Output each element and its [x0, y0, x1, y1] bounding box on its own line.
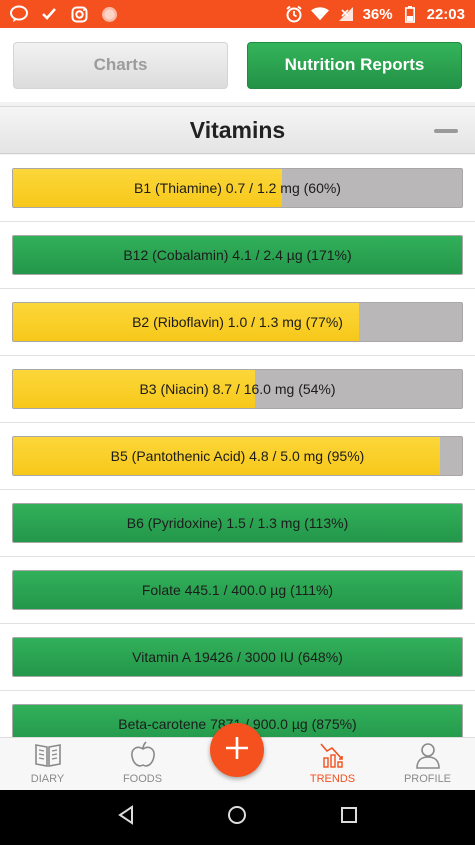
nutrient-progress-bar: B5 (Pantothenic Acid) 4.8 / 5.0 mg (95%) — [12, 436, 463, 476]
nutrient-row[interactable]: Folate 445.1 / 400.0 µg (111%) — [0, 557, 475, 624]
nutrient-list: B1 (Thiamine) 0.7 / 1.2 mg (60%) B12 (Cob… — [0, 155, 475, 737]
nav-foods[interactable]: FOODS — [95, 738, 190, 790]
nutrient-row[interactable]: B1 (Thiamine) 0.7 / 1.2 mg (60%) — [0, 155, 475, 222]
nav-foods-label: FOODS — [123, 773, 162, 785]
nutrient-label: B6 (Pyridoxine) 1.5 / 1.3 mg (113%) — [13, 504, 462, 542]
nutrient-progress-bar: B2 (Riboflavin) 1.0 / 1.3 mg (77%) — [12, 302, 463, 342]
collapse-icon[interactable] — [434, 129, 458, 133]
person-icon — [413, 741, 443, 769]
nutrient-row[interactable]: B6 (Pyridoxine) 1.5 / 1.3 mg (113%) — [0, 490, 475, 557]
nutrient-row[interactable]: Vitamin A 19426 / 3000 IU (648%) — [0, 624, 475, 691]
vitamins-section-header[interactable]: Vitamins — [0, 106, 475, 154]
status-bar: 36% 22:03 — [0, 0, 475, 28]
add-entry-button[interactable] — [210, 723, 264, 777]
nav-diary-label: DIARY — [31, 773, 64, 785]
nav-trends-label: TRENDS — [310, 773, 355, 785]
book-icon — [33, 741, 63, 769]
system-navigation-bar — [0, 790, 475, 845]
nutrient-row[interactable]: B3 (Niacin) 8.7 / 16.0 mg (54%) — [0, 356, 475, 423]
nutrition-reports-button[interactable]: Nutrition Reports — [247, 42, 462, 89]
wifi-icon — [311, 5, 329, 23]
battery-icon — [401, 5, 419, 23]
nutrient-label: B12 (Cobalamin) 4.1 / 2.4 µg (171%) — [13, 236, 462, 274]
nutrient-label: B2 (Riboflavin) 1.0 / 1.3 mg (77%) — [13, 303, 462, 341]
nutrient-row[interactable]: B5 (Pantothenic Acid) 4.8 / 5.0 mg (95%) — [0, 423, 475, 490]
nutrient-label: B1 (Thiamine) 0.7 / 1.2 mg (60%) — [13, 169, 462, 207]
view-toggle: Charts Nutrition Reports — [0, 28, 475, 102]
recents-icon[interactable] — [339, 805, 359, 830]
nutrient-progress-bar: Folate 445.1 / 400.0 µg (111%) — [12, 570, 463, 610]
battery-percent: 36% — [363, 6, 393, 23]
home-icon[interactable] — [227, 805, 247, 830]
charts-button[interactable]: Charts — [13, 42, 228, 89]
apple-icon — [128, 741, 158, 769]
nutrient-row[interactable]: B12 (Cobalamin) 4.1 / 2.4 µg (171%) — [0, 222, 475, 289]
section-title: Vitamins — [190, 117, 285, 144]
app-notification-icon — [100, 5, 118, 23]
nutrient-label: B5 (Pantothenic Acid) 4.8 / 5.0 mg (95%) — [13, 437, 462, 475]
nutrient-row[interactable]: B2 (Riboflavin) 1.0 / 1.3 mg (77%) — [0, 289, 475, 356]
nutrient-label: Folate 445.1 / 400.0 µg (111%) — [13, 571, 462, 609]
nav-profile[interactable]: PROFILE — [380, 738, 475, 790]
back-icon[interactable] — [116, 805, 136, 830]
nav-diary[interactable]: DIARY — [0, 738, 95, 790]
nutrient-progress-bar: B6 (Pyridoxine) 1.5 / 1.3 mg (113%) — [12, 503, 463, 543]
instagram-icon — [70, 5, 88, 23]
nutrient-progress-bar: B1 (Thiamine) 0.7 / 1.2 mg (60%) — [12, 168, 463, 208]
nutrient-progress-bar: Vitamin A 19426 / 3000 IU (648%) — [12, 637, 463, 677]
nutrient-label: Vitamin A 19426 / 3000 IU (648%) — [13, 638, 462, 676]
alarm-icon — [285, 5, 303, 23]
check-icon — [40, 5, 58, 23]
nutrient-progress-bar: B12 (Cobalamin) 4.1 / 2.4 µg (171%) — [12, 235, 463, 275]
plus-icon — [224, 735, 250, 766]
chat-bubble-icon — [10, 5, 28, 23]
nutrient-label: B3 (Niacin) 8.7 / 16.0 mg (54%) — [13, 370, 462, 408]
clock-time: 22:03 — [427, 6, 465, 23]
nav-profile-label: PROFILE — [404, 773, 451, 785]
trends-chart-icon — [318, 741, 348, 769]
nav-trends[interactable]: TRENDS — [285, 738, 380, 790]
nutrient-progress-bar: B3 (Niacin) 8.7 / 16.0 mg (54%) — [12, 369, 463, 409]
signal-icon — [337, 5, 355, 23]
